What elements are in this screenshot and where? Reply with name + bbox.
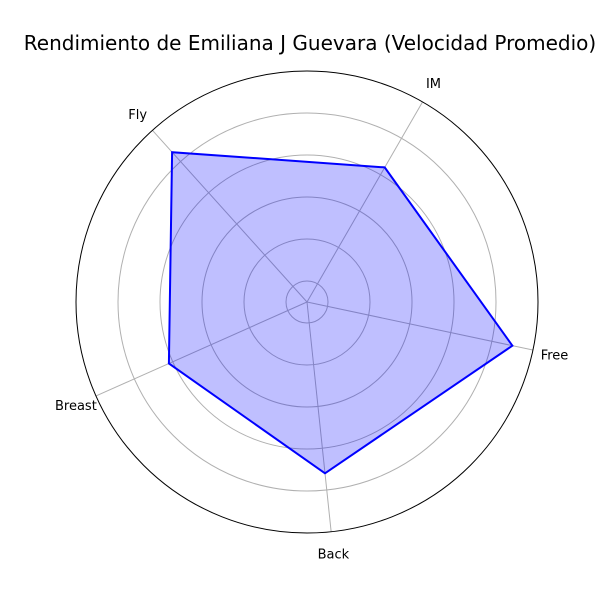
category-label-free: Free [541, 349, 569, 364]
data-point-back [324, 472, 326, 475]
polar-grid [75, 70, 539, 534]
data-point-im [383, 166, 386, 169]
grid-spoke-fly [152, 129, 308, 303]
grid-ring-3 [201, 196, 413, 408]
grid-ring-1 [285, 280, 329, 324]
data-point-fly [171, 151, 173, 153]
category-label-fly: Fly [128, 108, 147, 123]
grid-spoke-breast [95, 301, 308, 397]
series-line [167, 151, 514, 475]
category-label-im: IM [426, 77, 441, 92]
category-label-back: Back [318, 548, 350, 563]
data-series-layer [167, 151, 514, 475]
grid-ring-4 [159, 154, 455, 450]
chart-title: Rendimiento de Emiliana J Guevara (Veloc… [24, 31, 596, 55]
category-label-breast: Breast [55, 399, 97, 414]
data-point-free [511, 344, 514, 347]
polar-frame [75, 70, 539, 534]
grid-spoke-back [306, 301, 332, 532]
category-labels: Free Back Breast Fly IM [55, 77, 568, 563]
series-area [168, 152, 513, 474]
grid-spoke-im [306, 101, 423, 303]
data-point-breast [168, 362, 170, 365]
grid-ring-5 [117, 112, 497, 492]
grid-spoke-free [306, 301, 534, 351]
grid-ring-2 [243, 238, 371, 366]
